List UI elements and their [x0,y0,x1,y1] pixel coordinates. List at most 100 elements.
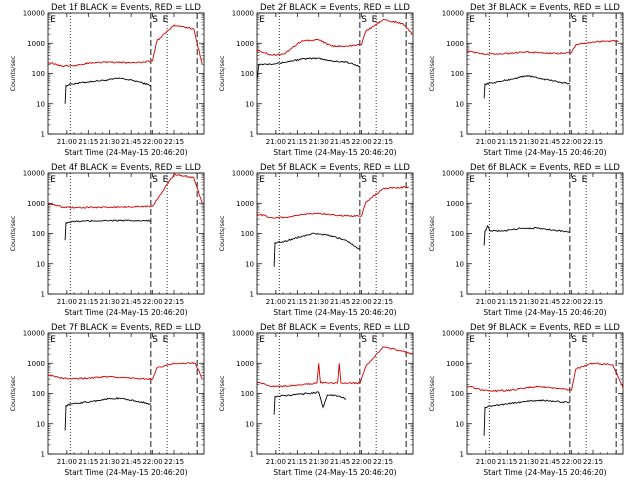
x-tick-label: 22:00 [561,298,581,306]
lld-series-line [257,186,409,219]
x-tick-label: 21:30 [519,138,539,146]
x-tick-label: 21:00 [266,458,286,466]
panel-det-5: Det 5f BLACK = Events, RED = LLD Counts/s… [218,163,414,317]
y-tick-label: 10 [455,420,464,428]
x-tick-label: 22:00 [142,458,162,466]
x-tick-label: 21:15 [78,138,98,146]
x-tick-label: 21:45 [540,458,560,466]
marker-letter-e: E [163,175,169,185]
x-tick-label: 21:45 [330,298,350,306]
x-tick-label: 21:30 [100,298,120,306]
y-tick-label: 100 [451,70,464,78]
y-tick-label: 1000 [236,40,254,48]
x-tick-label: 21:15 [287,298,307,306]
x-tick-label: 22:00 [351,298,371,306]
y-tick-label: 10 [36,100,45,108]
lld-series-line [257,346,413,388]
x-tick-label: 21:00 [266,138,286,146]
events-series-line [64,219,151,241]
marker-letter-s: S [152,175,158,185]
lld-series-line [48,173,203,209]
events-series-line [273,391,347,415]
y-axis-label: Counts/sec [428,215,436,251]
y-tick-label: 1000 [236,200,254,208]
x-tick-label: 21:15 [497,138,517,146]
y-tick-label: 100 [241,390,254,398]
marker-letter-e: E [50,335,56,345]
x-tick-label: 21:30 [100,138,120,146]
plot-frame [47,172,205,295]
y-axis-label: Counts/sec [428,55,436,91]
x-tick-label: 21:15 [287,458,307,466]
marker-letter-e: E [50,15,56,25]
x-tick-label: 21:00 [476,138,496,146]
panel-det-3: Det 3f BLACK = Events, RED = LLD Counts/s… [428,3,624,157]
x-tick-label: 22:15 [373,298,393,306]
panel-det-7: Det 7f BLACK = Events, RED = LLD Counts/s… [9,323,205,477]
lld-series-line [48,24,203,68]
marker-letter-s: S [571,175,577,185]
y-tick-label: 1 [250,451,254,459]
panel-det-9: Det 9f BLACK = Events, RED = LLD Counts/s… [428,323,624,477]
events-series-line [273,232,361,267]
y-axis-label: Counts/sec [218,375,226,411]
x-tick-label: 22:15 [583,138,603,146]
x-tick-label: 21:45 [540,138,560,146]
x-tick-label: 21:30 [519,458,539,466]
x-tick-label: 21:30 [309,138,329,146]
y-tick-label: 1 [41,451,45,459]
lld-series-line [257,19,413,57]
y-tick-label: 100 [241,230,254,238]
y-tick-label: 1000 [27,40,45,48]
x-tick-label: 21:00 [57,298,77,306]
y-tick-label: 10000 [232,10,254,18]
panel-det-8: Det 8f BLACK = Events, RED = LLD Counts/s… [218,323,414,477]
plot-frame [466,332,624,455]
plot-frame [47,332,205,455]
x-tick-label: 21:00 [57,458,77,466]
x-axis-label: Start Time (24-May-15 20:46:20) [483,308,606,317]
x-axis-label: Start Time (24-May-15 20:46:20) [273,148,396,157]
y-tick-label: 10000 [232,330,254,338]
panel-title: Det 8f BLACK = Events, RED = LLD [260,323,410,333]
x-tick-label: 22:15 [164,298,184,306]
x-tick-label: 21:15 [287,138,307,146]
events-series-line [483,224,570,246]
y-axis-label: Counts/sec [218,55,226,91]
x-tick-label: 21:00 [266,298,286,306]
marker-letter-s: S [152,335,158,345]
y-tick-label: 10 [36,260,45,268]
marker-letter-s: S [361,335,367,345]
y-tick-label: 10 [245,420,254,428]
y-tick-label: 10000 [23,10,45,18]
y-axis-label: Counts/sec [9,375,17,411]
marker-letter-e: E [582,15,588,25]
y-axis-label: Counts/sec [218,215,226,251]
marker-letter-e: E [50,175,56,185]
marker-letter-s: S [571,15,577,25]
events-series-line [64,396,151,431]
x-tick-label: 21:45 [540,298,560,306]
x-tick-label: 21:00 [57,138,77,146]
marker-letter-e: E [582,335,588,345]
marker-letter-e: E [469,15,475,25]
y-tick-label: 100 [32,70,45,78]
y-tick-label: 1 [41,291,45,299]
marker-letter-s: S [571,335,577,345]
panel-det-1: Det 1f BLACK = Events, RED = LLD Counts/s… [9,3,205,157]
y-tick-label: 10 [455,100,464,108]
x-tick-label: 22:15 [164,458,184,466]
marker-letter-e: E [259,175,265,185]
marker-letter-e: E [259,335,265,345]
x-tick-label: 21:30 [100,458,120,466]
y-tick-label: 10000 [23,170,45,178]
x-tick-label: 21:30 [519,298,539,306]
x-tick-label: 22:15 [583,458,603,466]
x-tick-label: 21:45 [330,138,350,146]
x-axis-label: Start Time (24-May-15 20:46:20) [64,468,187,477]
marker-letter-s: S [361,175,367,185]
y-tick-label: 100 [241,70,254,78]
events-series-line [257,57,360,81]
x-tick-label: 21:15 [78,298,98,306]
